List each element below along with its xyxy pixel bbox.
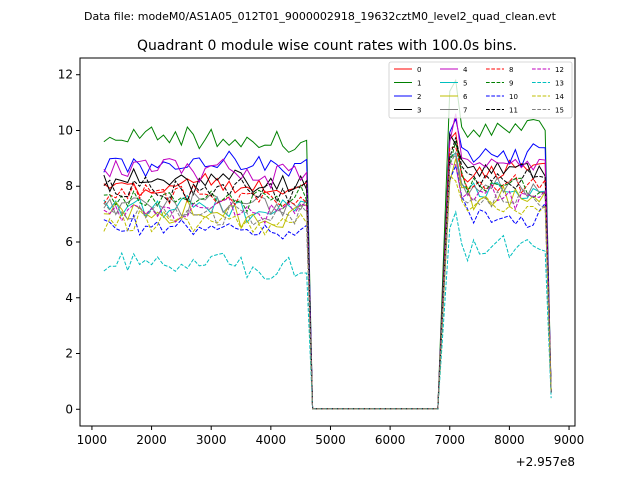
- x-tick-label-9000: 9000: [554, 433, 585, 447]
- series-line-9: [103, 140, 552, 410]
- y-tick-label-4: 4: [65, 291, 73, 305]
- x-tick-label-6000: 6000: [375, 433, 406, 447]
- series-layer: [103, 78, 552, 410]
- legend-label-9: 9: [509, 80, 513, 88]
- x-tick-label-7000: 7000: [434, 433, 465, 447]
- series-line-5: [103, 152, 552, 410]
- legend-box: [388, 61, 573, 119]
- series-line-10: [103, 163, 552, 410]
- series-line-13: [103, 210, 552, 410]
- series-line-4: [103, 113, 552, 410]
- chart-suptitle: Data file: modeM0/AS1A05_012T01_90000029…: [84, 10, 557, 23]
- x-tick-label-4000: 4000: [256, 433, 287, 447]
- legend-label-5: 5: [463, 80, 467, 88]
- plot-area: 1000 2000 3000 4000 5000 6000 7000 8000 9000 0 2 4…: [58, 57, 585, 469]
- y-tick-label-12: 12: [58, 68, 73, 82]
- x-tick-label-2000: 2000: [136, 433, 167, 447]
- legend-label-11: 11: [509, 107, 518, 115]
- legend-label-7: 7: [463, 107, 467, 115]
- series-line-2: [103, 117, 552, 410]
- x-axis-ticks: 1000 2000 3000 4000 5000 6000 7000 8000 9000: [77, 426, 585, 447]
- legend-label-15: 15: [555, 107, 564, 115]
- y-tick-label-0: 0: [65, 402, 73, 416]
- series-line-12: [103, 163, 552, 410]
- legend-label-6: 6: [463, 93, 468, 101]
- x-tick-label-3000: 3000: [196, 433, 227, 447]
- legend-label-3: 3: [417, 107, 421, 115]
- series-line-8: [103, 146, 552, 410]
- series-line-0: [103, 131, 552, 410]
- legend-label-1: 1: [417, 80, 421, 88]
- legend-label-14: 14: [555, 93, 564, 101]
- y-tick-label-2: 2: [65, 347, 73, 361]
- y-tick-label-10: 10: [58, 123, 73, 137]
- chart-title: Quadrant 0 module wise count rates with …: [137, 38, 517, 54]
- legend-label-10: 10: [509, 93, 518, 101]
- legend-label-0: 0: [417, 66, 421, 74]
- y-tick-label-6: 6: [65, 235, 73, 249]
- y-axis-ticks: 0 2 4 6 8 10 12: [58, 68, 80, 416]
- series-line-15: [103, 151, 552, 410]
- legend-label-12: 12: [555, 66, 564, 74]
- legend-label-4: 4: [463, 66, 468, 74]
- y-tick-label-8: 8: [65, 179, 73, 193]
- legend-label-13: 13: [555, 80, 564, 88]
- x-tick-label-5000: 5000: [315, 433, 346, 447]
- series-line-11: [103, 137, 552, 410]
- legend-label-2: 2: [417, 93, 421, 101]
- series-line-14: [103, 174, 552, 410]
- x-tick-label-1000: 1000: [77, 433, 108, 447]
- series-line-7: [103, 155, 552, 410]
- legend-label-8: 8: [509, 66, 513, 74]
- x-tick-label-8000: 8000: [494, 433, 525, 447]
- x-offset-label: +2.957e8: [516, 455, 575, 469]
- series-line-1: [103, 78, 552, 410]
